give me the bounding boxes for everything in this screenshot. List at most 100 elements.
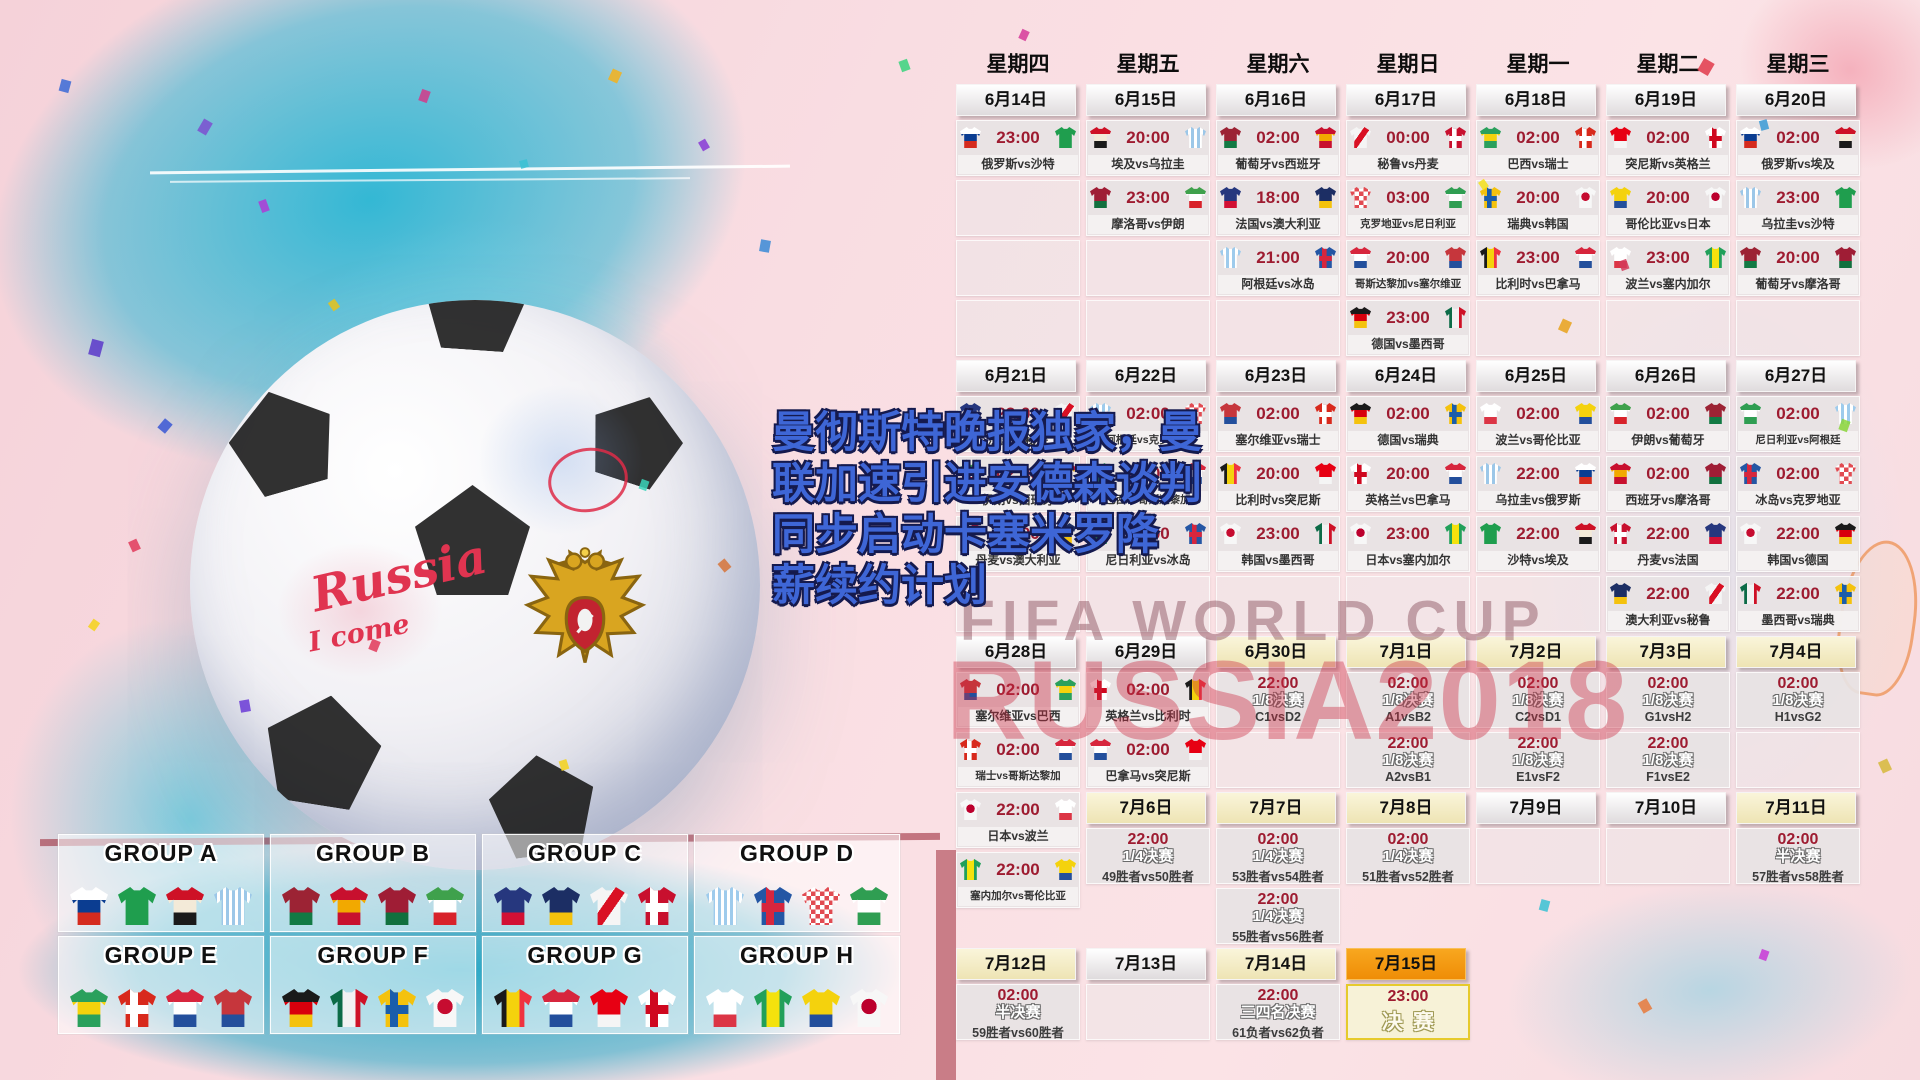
- match-cell: 02:00 葡萄牙vs西班牙: [1216, 120, 1340, 176]
- home-team-jersey-icon: [960, 403, 981, 424]
- round-label: 1/4决赛: [1122, 848, 1174, 865]
- match-teams: 塞内加尔vs哥伦比亚: [958, 887, 1078, 906]
- home-team-jersey-icon: [1090, 127, 1111, 148]
- match-time: 02:00: [1646, 404, 1690, 423]
- match-time: 02:00: [1387, 675, 1429, 692]
- group-box: GROUP E: [58, 936, 264, 1034]
- team-jersey-icon: [70, 989, 108, 1027]
- pairing-label: 61负者vs62负者: [1232, 1026, 1324, 1040]
- match-row: 22:00: [1737, 517, 1859, 550]
- date-header: 7月11日: [1736, 792, 1856, 824]
- team-jersey-icon: [70, 887, 108, 925]
- date-header: 6月20日: [1736, 84, 1856, 116]
- match-teams: 比利时vs突尼斯: [1218, 491, 1338, 510]
- match-time: 02:00: [996, 680, 1040, 699]
- match-teams: 克罗地亚vs尼日利亚: [1348, 215, 1468, 234]
- match-cell: 02:00 尼日利亚vs阿根廷: [1736, 396, 1860, 452]
- pairing-label: A1vsB2: [1385, 710, 1431, 724]
- match-teams: 乌拉圭vs沙特: [1738, 215, 1858, 234]
- match-teams: 法国vs秘鲁: [958, 431, 1078, 450]
- final-cell: 23:00 决赛: [1346, 984, 1470, 1040]
- ball-pentagon: [218, 377, 346, 502]
- match-cell: 00:00 秘鲁vs丹麦: [1346, 120, 1470, 176]
- away-team-jersey-icon: [1445, 247, 1466, 268]
- team-jersey-icon: [850, 989, 888, 1027]
- pairing-label: E1vsF2: [1516, 770, 1560, 784]
- away-team-jersey-icon: [1835, 583, 1856, 604]
- confetti: [1877, 758, 1893, 774]
- match-teams: 突尼斯vs英格兰: [1608, 155, 1728, 174]
- knockout-cell: 02:00 半决赛 57胜者vs58胜者: [1736, 828, 1860, 884]
- home-team-jersey-icon: [1740, 523, 1761, 544]
- home-team-jersey-icon: [960, 679, 981, 700]
- match-teams: 尼日利亚vs阿根廷: [1738, 431, 1858, 450]
- match-cell: 23:00 乌拉圭vs沙特: [1736, 180, 1860, 236]
- home-team-jersey-icon: [1090, 403, 1111, 424]
- team-jersey-icon: [802, 989, 840, 1027]
- round-label: 半决赛: [995, 1004, 1041, 1021]
- team-jersey-icon: [282, 887, 320, 925]
- match-teams: 哥伦比亚vs日本: [1608, 215, 1728, 234]
- team-jersey-icon: [214, 887, 252, 925]
- match-cell: 02:00 伊朗vs葡萄牙: [1606, 396, 1730, 452]
- knockout-cell: 02:00 1/4决赛 51胜者vs52胜者: [1346, 828, 1470, 884]
- confetti: [698, 138, 710, 152]
- group-jerseys: [59, 989, 263, 1027]
- away-team-jersey-icon: [1445, 307, 1466, 328]
- match-time: 20:00: [1126, 464, 1170, 483]
- date-header: 7月4日: [1736, 636, 1856, 668]
- date-header: 7月12日: [956, 948, 1076, 980]
- away-team-jersey-icon: [1315, 403, 1336, 424]
- match-cell: 22:00 墨西哥vs瑞典: [1736, 576, 1860, 632]
- home-team-jersey-icon: [1480, 247, 1501, 268]
- team-jersey-icon: [590, 989, 628, 1027]
- date-header: 7月2日: [1476, 636, 1596, 668]
- match-row: 02:00: [1217, 397, 1339, 430]
- match-row: 02:00: [1347, 397, 1469, 430]
- team-jersey-icon: [426, 989, 464, 1027]
- match-time: 20:00: [1386, 464, 1430, 483]
- match-row: 02:00: [1087, 397, 1209, 430]
- team-jersey-icon: [638, 989, 676, 1027]
- match-cell: 22:00 乌拉圭vs俄罗斯: [1476, 456, 1600, 512]
- match-teams: 冰岛vs克罗地亚: [1738, 491, 1858, 510]
- final-label: 决赛: [1382, 1011, 1444, 1034]
- match-row: 02:00: [1477, 397, 1599, 430]
- match-cell: 02:00 塞尔维亚vs瑞士: [1216, 396, 1340, 452]
- match-row: 20:00: [1347, 457, 1469, 490]
- weekday-label: 星期日: [1376, 53, 1440, 76]
- match-cell: 23:00 波兰vs塞内加尔: [1606, 240, 1730, 296]
- date-header: 6月25日: [1476, 360, 1596, 392]
- group-box: GROUP D: [694, 834, 900, 932]
- match-time: 20:00: [1776, 248, 1820, 267]
- match-cell: 20:00 丹麦vs澳大利亚: [956, 516, 1080, 572]
- group-title: GROUP D: [740, 840, 854, 866]
- home-team-jersey-icon: [1220, 403, 1241, 424]
- home-team-jersey-icon: [960, 799, 981, 820]
- empty-cell: [1086, 984, 1210, 1040]
- match-row: 20:00: [1347, 241, 1469, 274]
- match-row: 22:00: [957, 793, 1079, 826]
- team-jersey-icon: [754, 887, 792, 925]
- match-row: 02:00: [1477, 121, 1599, 154]
- team-jersey-icon: [494, 989, 532, 1027]
- away-team-jersey-icon: [1055, 127, 1076, 148]
- match-teams: 阿根廷vs克罗地亚: [1088, 431, 1208, 450]
- empty-cell: [1736, 732, 1860, 788]
- home-team-jersey-icon: [1610, 523, 1631, 544]
- match-teams: 波兰vs哥伦比亚: [1478, 431, 1598, 450]
- empty-cell: [1606, 300, 1730, 356]
- match-teams: 丹麦vs澳大利亚: [958, 551, 1078, 570]
- match-teams: 葡萄牙vs西班牙: [1218, 155, 1338, 174]
- match-cell: 02:00 冰岛vs克罗地亚: [1736, 456, 1860, 512]
- team-jersey-icon: [426, 887, 464, 925]
- away-team-jersey-icon: [1835, 463, 1856, 484]
- away-team-jersey-icon: [1835, 127, 1856, 148]
- match-time: 23:00: [1386, 308, 1430, 327]
- match-time: 02:00: [1776, 464, 1820, 483]
- date-header: 6月17日: [1346, 84, 1466, 116]
- match-row: 22:00: [1477, 517, 1599, 550]
- match-cell: 22:00 塞内加尔vs哥伦比亚: [956, 852, 1080, 908]
- empty-cell: [956, 180, 1080, 236]
- round-label: 1/8决赛: [1512, 692, 1564, 709]
